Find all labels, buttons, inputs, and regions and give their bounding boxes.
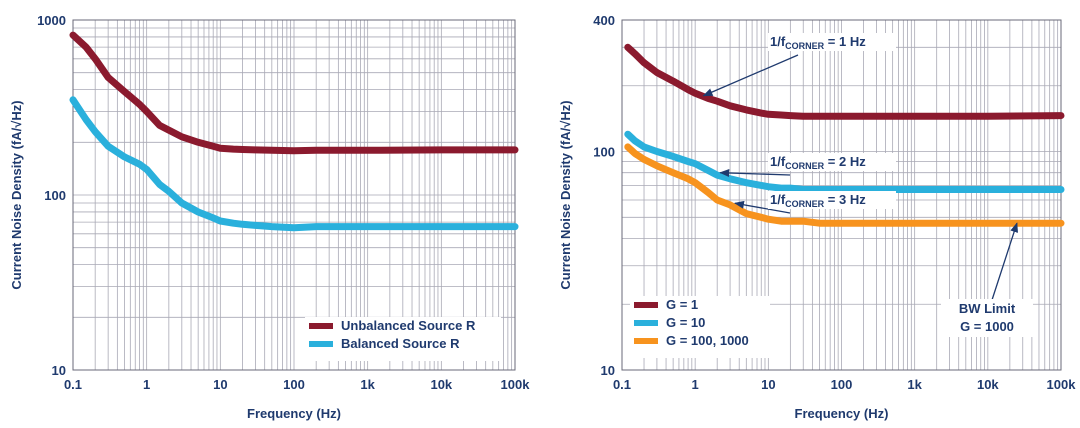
annotation-arrow: [702, 54, 799, 97]
annotation-sub: CORNER: [785, 161, 825, 171]
legend-label-2: G = 10: [666, 315, 705, 330]
x-tick-label: 100k: [1047, 377, 1077, 392]
x-tick-label: 10: [213, 377, 227, 392]
annotation-2: 1/fCORNER = 2 Hz: [719, 153, 896, 177]
annotation-sub: CORNER: [785, 41, 825, 51]
x-tick-label: 10k: [430, 377, 452, 392]
annotation-main: 1/f: [770, 34, 786, 49]
x-tick-label: 10: [761, 377, 775, 392]
y-tick-label: 100: [44, 188, 66, 203]
y-tick-label: 10: [52, 363, 66, 378]
legend-label-1: G = 1: [666, 297, 698, 312]
annotation-text-line2: G = 1000: [960, 319, 1014, 334]
series-line-3: [624, 143, 1065, 227]
y-tick-label: 100: [593, 145, 615, 160]
annotation-tail: = 3 Hz: [824, 192, 866, 207]
annotation-1: 1/fCORNER = 1 Hz: [702, 33, 896, 97]
annotation-arrow: [991, 222, 1018, 301]
x-tick-label: 1: [692, 377, 699, 392]
annotation-bg: [768, 33, 896, 51]
legend-label-2: Balanced Source R: [341, 336, 460, 351]
x-tick-label: 0.1: [64, 377, 82, 392]
annotation-text: 1/fCORNER = 2 Hz: [770, 154, 866, 171]
legend: G = 1 G = 10 G = 100, 1000: [630, 296, 770, 358]
annotation-3: 1/fCORNER = 3 Hz: [733, 191, 896, 214]
y-tick-label: 10: [601, 363, 615, 378]
plot-frame: [72, 19, 516, 371]
x-tick-label: 100: [283, 377, 305, 392]
y-tick-label: 400: [593, 13, 615, 28]
annotation-4: BW Limit G = 1000: [941, 222, 1033, 337]
series-line-1: [69, 31, 519, 155]
annotation-arrow: [719, 169, 791, 177]
x-tick-label: 1: [143, 377, 150, 392]
y-axis-label: Current Noise Density (fA/√Hz): [9, 100, 24, 289]
series-line-2: [69, 96, 519, 232]
x-axis-label: Frequency (Hz): [247, 406, 341, 421]
series-line-2: [624, 130, 1065, 193]
x-tick-label: 1k: [907, 377, 922, 392]
x-tick-label: 10k: [977, 377, 999, 392]
annotation-text: 1/fCORNER = 3 Hz: [770, 192, 866, 209]
annotation-sub: CORNER: [785, 199, 825, 209]
legend-label-3: G = 100, 1000: [666, 333, 749, 348]
legend: Unbalanced Source R Balanced Source R: [305, 317, 501, 361]
annotation-bg: [768, 153, 896, 171]
x-axis-label: Frequency (Hz): [795, 406, 889, 421]
x-tick-label: 0.1: [613, 377, 631, 392]
annotation-tail: = 1 Hz: [824, 34, 866, 49]
chart-2: 0.1 1 10 100 1k 10k 100k 10 100 400 Frequency (Hz)…: [558, 13, 1076, 421]
chart-1: 0.1 1 10 100 1k 10k 100k 10 100 1000 Frequency (Hz…: [9, 13, 530, 421]
annotation-text: BW Limit: [959, 301, 1016, 316]
legend-label-1: Unbalanced Source R: [341, 318, 476, 333]
x-tick-label: 1k: [360, 377, 375, 392]
annotation-text: 1/fCORNER = 1 Hz: [770, 34, 866, 51]
series-line-1: [624, 43, 1065, 120]
annotation-bg: [768, 191, 896, 209]
annotation-bg: [941, 299, 1033, 337]
annotation-main: 1/f: [770, 154, 786, 169]
y-tick-label: 1000: [37, 13, 66, 28]
x-tick-label: 100: [831, 377, 853, 392]
annotation-arrow: [733, 200, 791, 214]
plot-frame: [621, 19, 1062, 371]
x-tick-label: 100k: [501, 377, 531, 392]
annotation-tail: = 2 Hz: [824, 154, 866, 169]
annotation-main: 1/f: [770, 192, 786, 207]
legend-box: [305, 317, 501, 361]
y-axis-label: Current Noise Density (fA/√Hz): [558, 100, 573, 289]
